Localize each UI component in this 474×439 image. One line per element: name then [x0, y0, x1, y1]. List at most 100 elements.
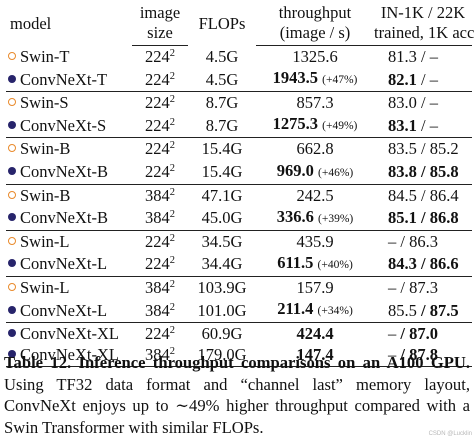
- model-name: Swin-L: [20, 231, 70, 251]
- model-cell: Swin-L: [6, 275, 132, 299]
- flops-cell: 60.9G: [188, 322, 256, 345]
- flops-cell: 8.7G: [188, 113, 256, 138]
- throughput-cell: 242.5: [256, 183, 374, 206]
- flops-cell: 8.7G: [188, 91, 256, 114]
- model-name: ConvNeXt-L: [20, 254, 108, 274]
- throughput-cell: 1275.3 (+49%): [256, 113, 374, 138]
- model-name: Swin-S: [20, 93, 69, 113]
- accuracy-22k-value: –: [429, 47, 438, 67]
- image-size-cell: 2242: [132, 160, 188, 185]
- flops-value: 47.1G: [201, 185, 243, 205]
- model-cell: ConvNeXt-L: [6, 298, 132, 323]
- model-cell: ConvNeXt-XL: [6, 344, 132, 367]
- image-size-value: 224: [145, 47, 170, 67]
- filled-circle-icon: [8, 259, 16, 268]
- throughput-cell: 1943.5 (+47%): [256, 67, 374, 92]
- throughput-value: 857.3: [296, 93, 334, 113]
- model-cell: ConvNeXt-S: [6, 113, 132, 138]
- throughput-cell: 662.8: [256, 137, 374, 160]
- image-size-value: 224: [145, 254, 170, 274]
- model-cell: Swin-B: [6, 183, 132, 206]
- image-size-cell: 2242: [132, 67, 188, 92]
- flops-cell: 103.9G: [188, 275, 256, 299]
- model-cell: ConvNeXt-B: [6, 160, 132, 185]
- accuracy-separator: /: [400, 324, 405, 344]
- flops-value: 101.0G: [197, 300, 247, 320]
- image-size-cell: 3842: [132, 206, 188, 231]
- model-cell: Swin-S: [6, 91, 132, 114]
- accuracy-22k-value: 86.6: [429, 254, 459, 274]
- table-row: Swin-L 3842 103.9G 157.9 – / 87.3: [6, 275, 472, 299]
- accuracy-separator: /: [421, 300, 426, 320]
- accuracy-1k-value: –: [388, 324, 397, 344]
- flops-cell: 34.4G: [188, 252, 256, 277]
- throughput-gain: (+39%): [318, 212, 354, 225]
- throughput-value: 211.4: [277, 299, 314, 319]
- image-size-value: 384: [145, 278, 170, 298]
- accuracy-cell: 85.5 / 87.5: [374, 298, 472, 323]
- table-body: Swin-T 2242 4.5G 1325.6 81.3 / – ConvNeXt-T 22…: [6, 46, 472, 367]
- model-name: ConvNeXt-XL: [20, 324, 119, 344]
- flops-cell: 45.0G: [188, 206, 256, 231]
- table-row: Swin-L 2242 34.5G 435.9 – / 86.3: [6, 229, 472, 252]
- image-size-value: 224: [145, 69, 170, 89]
- throughput-cell: 211.4 (+34%): [256, 298, 374, 323]
- accuracy-22k-value: 86.4: [429, 185, 459, 205]
- accuracy-separator: /: [421, 208, 426, 228]
- accuracy-1k-value: –: [388, 345, 397, 365]
- image-size-cell: 3842: [132, 298, 188, 323]
- header-size-line2: size: [132, 22, 188, 46]
- accuracy-cell: – / 87.3: [374, 275, 472, 299]
- accuracy-separator: /: [421, 47, 426, 67]
- flops-cell: 34.5G: [188, 229, 256, 252]
- header-throughput-line2: (image / s): [256, 22, 374, 46]
- throughput-value: 157.9: [296, 278, 334, 298]
- image-size-value: 224: [145, 324, 170, 344]
- model-cell: ConvNeXt-B: [6, 206, 132, 231]
- flops-value: 8.7G: [205, 93, 239, 113]
- accuracy-1k-value: 83.5: [388, 139, 417, 159]
- image-size-exponent: 2: [169, 140, 175, 152]
- flops-value: 4.5G: [205, 46, 239, 66]
- throughput-gain: (+49%): [322, 120, 358, 133]
- header-model: model: [10, 14, 52, 34]
- throughput-value: 435.9: [296, 231, 334, 251]
- throughput-value: 969.0: [276, 160, 314, 180]
- accuracy-22k-value: 86.3: [409, 231, 438, 251]
- flops-value: 103.9G: [197, 278, 247, 298]
- accuracy-1k-value: 84.5: [388, 185, 417, 205]
- image-size-exponent: 2: [169, 163, 175, 175]
- filled-circle-icon: [8, 305, 16, 314]
- image-size-exponent: 2: [169, 232, 175, 244]
- caption-title: Inference throughput comparisons on an A…: [78, 353, 471, 372]
- throughput-gain: (+46%): [318, 166, 354, 179]
- accuracy-cell: 84.3 / 86.6: [374, 252, 472, 277]
- accuracy-22k-value: –: [429, 93, 438, 113]
- throughput-cell: 611.5 (+40%): [256, 252, 374, 277]
- image-size-value: 224: [145, 162, 170, 182]
- table-row: Swin-S 2242 8.7G 857.3 83.0 / –: [6, 91, 472, 114]
- throughput-cell: 435.9: [256, 229, 374, 252]
- model-name: ConvNeXt-XL: [20, 345, 119, 365]
- accuracy-1k-value: 85.5: [388, 300, 417, 320]
- header-accuracy-line1: IN-1K / 22K: [380, 2, 466, 22]
- flops-value: 45.0G: [201, 208, 243, 228]
- caption-label: Table 12.: [4, 353, 72, 372]
- throughput-cell: 857.3: [256, 91, 374, 114]
- accuracy-separator: /: [421, 69, 426, 89]
- caption-body: Using TF32 data format and “channel last…: [4, 374, 470, 437]
- accuracy-1k-value: 83.8: [388, 162, 417, 182]
- throughput-value: 1943.5: [272, 68, 318, 88]
- filled-circle-icon: [8, 350, 16, 359]
- accuracy-1k-value: 81.3: [388, 47, 417, 67]
- image-size-exponent: 2: [169, 186, 175, 198]
- model-name: ConvNeXt-T: [20, 69, 108, 89]
- throughput-gain: (+34%): [317, 305, 353, 318]
- throughput-value: 662.8: [296, 139, 334, 159]
- image-size-value: 384: [145, 208, 170, 228]
- model-name: Swin-B: [20, 139, 71, 159]
- image-size-exponent: 2: [169, 70, 175, 82]
- accuracy-1k-value: 83.1: [388, 115, 417, 135]
- table-row: ConvNeXt-L 2242 34.4G 611.5 (+40%) 84.3 / 86…: [6, 252, 472, 277]
- flops-value: 4.5G: [205, 69, 239, 89]
